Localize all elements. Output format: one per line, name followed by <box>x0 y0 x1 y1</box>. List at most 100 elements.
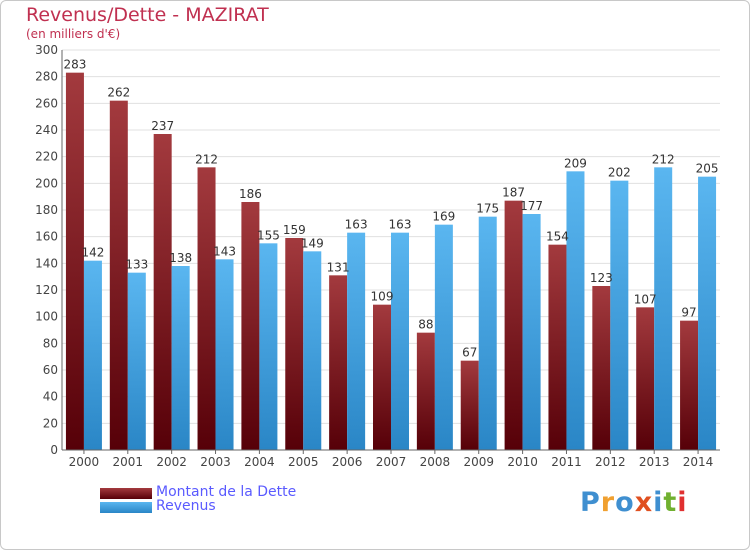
bar-revenue <box>566 171 585 451</box>
bar-revenue <box>127 272 146 450</box>
x-tick-label: 2003 <box>200 455 231 469</box>
data-label-debt: 262 <box>107 86 130 100</box>
data-label-debt: 212 <box>195 152 218 166</box>
y-tick-label: 80 <box>43 336 58 350</box>
data-label-revenue: 205 <box>696 162 719 176</box>
bar-debt <box>153 134 172 450</box>
bar-revenue <box>434 224 453 450</box>
x-tick-label: 2013 <box>639 455 670 469</box>
data-label-revenue: 177 <box>520 199 543 213</box>
x-tick-label: 2000 <box>69 455 100 469</box>
bar-revenue <box>215 259 234 450</box>
data-label-revenue: 212 <box>652 152 675 166</box>
data-label-debt: 283 <box>63 58 86 72</box>
y-tick-label: 260 <box>35 96 58 110</box>
x-tick-label: 2011 <box>551 455 582 469</box>
bar-debt <box>548 244 567 450</box>
bar-revenue <box>698 176 717 450</box>
bar-revenue <box>610 180 629 450</box>
data-label-debt: 237 <box>151 119 174 133</box>
y-tick-label: 20 <box>43 416 58 430</box>
x-tick-label: 2001 <box>113 455 144 469</box>
data-label-revenue: 163 <box>345 218 368 232</box>
x-tick-label: 2014 <box>683 455 714 469</box>
bar-debt <box>329 275 348 450</box>
x-tick-label: 2010 <box>507 455 538 469</box>
data-label-revenue: 163 <box>389 218 412 232</box>
x-tick-label: 2005 <box>288 455 319 469</box>
data-label-debt: 131 <box>327 260 350 274</box>
legend-label-revenue: Revenus <box>156 498 216 514</box>
y-tick-label: 180 <box>35 203 58 217</box>
y-tick-label: 100 <box>35 310 58 324</box>
bar-debt <box>285 238 304 450</box>
data-label-debt: 88 <box>418 318 433 332</box>
x-tick-label: 2008 <box>420 455 451 469</box>
chart-subtitle: (en milliers d'€) <box>26 27 121 41</box>
bar-revenue <box>347 232 366 450</box>
data-label-revenue: 138 <box>169 251 192 265</box>
data-label-revenue: 142 <box>81 246 104 260</box>
bar-debt <box>241 202 260 450</box>
data-label-debt: 154 <box>546 230 569 244</box>
data-label-debt: 109 <box>371 290 394 304</box>
data-label-debt: 97 <box>681 306 696 320</box>
bar-debt <box>65 72 84 451</box>
y-tick-label: 60 <box>43 363 58 377</box>
logo-letter: i <box>653 487 664 518</box>
legend-label-debt: Montant de la Dette <box>156 484 297 500</box>
logo-letter: x <box>634 487 654 518</box>
bar-revenue <box>391 232 409 450</box>
bar-revenue <box>259 243 278 450</box>
logo-letter: i <box>677 487 688 518</box>
data-label-debt: 67 <box>462 346 477 360</box>
data-label-revenue: 155 <box>257 228 280 242</box>
bar-revenue <box>654 167 673 451</box>
legend-swatch-revenue <box>100 502 152 513</box>
data-label-revenue: 143 <box>213 244 236 258</box>
bar-debt <box>504 200 523 450</box>
y-tick-label: 140 <box>35 256 58 270</box>
x-tick-label: 2007 <box>376 455 407 469</box>
chart-title: Revenus/Dette - MAZIRAT <box>26 4 269 26</box>
data-label-revenue: 149 <box>301 236 324 250</box>
bar-debt <box>460 360 479 450</box>
bar-debt <box>592 286 611 450</box>
y-tick-label: 280 <box>35 70 58 84</box>
data-label-revenue: 209 <box>564 156 587 170</box>
legend-swatch-debt <box>100 488 152 499</box>
y-tick-label: 160 <box>35 230 58 244</box>
data-label-debt: 159 <box>283 223 306 237</box>
data-label-revenue: 133 <box>125 258 148 272</box>
y-tick-label: 0 <box>50 443 58 457</box>
y-tick-label: 120 <box>35 283 58 297</box>
bar-revenue <box>171 266 190 450</box>
x-tick-label: 2006 <box>332 455 363 469</box>
data-label-revenue: 169 <box>432 210 455 224</box>
bar-debt <box>109 100 128 451</box>
logo-letter: P <box>580 487 601 518</box>
bar-revenue <box>478 216 497 450</box>
y-tick-label: 220 <box>35 150 58 164</box>
y-tick-label: 300 <box>35 43 58 57</box>
bar-debt <box>197 167 216 451</box>
bar-revenue <box>83 260 102 450</box>
bar-revenue <box>303 251 322 450</box>
y-tick-label: 240 <box>35 123 58 137</box>
data-label-revenue: 175 <box>476 202 499 216</box>
bar-revenue <box>522 214 541 450</box>
data-label-debt: 187 <box>502 186 525 200</box>
x-tick-label: 2004 <box>244 455 275 469</box>
data-label-debt: 107 <box>634 292 657 306</box>
y-tick-label: 200 <box>35 176 58 190</box>
bar-debt <box>680 320 699 450</box>
x-tick-label: 2012 <box>595 455 626 469</box>
bar-debt <box>416 332 435 450</box>
data-label-revenue: 202 <box>608 166 631 180</box>
x-tick-label: 2009 <box>463 455 494 469</box>
bar-debt <box>373 304 391 450</box>
data-label-debt: 186 <box>239 187 262 201</box>
data-label-debt: 123 <box>590 271 613 285</box>
x-tick-label: 2002 <box>156 455 187 469</box>
